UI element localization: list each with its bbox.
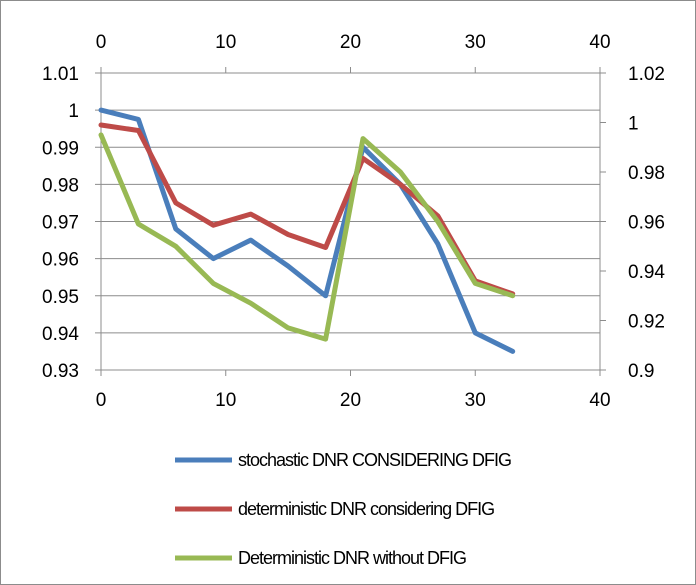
- y-tick-label-left: 0.98: [42, 175, 79, 196]
- x-tick-label-top: 40: [589, 32, 610, 53]
- legend-label-1: stochastic DNR CONSIDERING DFIG: [238, 450, 511, 470]
- x-tick-label-bottom: 20: [340, 390, 361, 411]
- y-tick-label-left: 0.94: [42, 324, 79, 345]
- y-tick-label-left: 0.99: [42, 138, 79, 159]
- y-tick-label-right: 0.9: [628, 361, 654, 382]
- y-tick-label-right: 1: [628, 114, 639, 135]
- y-tick-label-left: 0.95: [42, 287, 79, 308]
- y-tick-label-right: 1.02: [628, 64, 665, 85]
- y-tick-label-left: 1: [68, 101, 79, 122]
- y-tick-label-right: 0.98: [628, 163, 665, 184]
- series-line-3: [98, 132, 516, 342]
- y-tick-label-left: 1.01: [42, 64, 79, 85]
- y-tick-label-left: 0.97: [42, 213, 79, 234]
- series-line-1: [98, 107, 516, 354]
- x-tick-label-bottom: 10: [215, 390, 236, 411]
- x-tick-label-bottom: 0: [96, 390, 107, 411]
- tick-labels: 0 10 20 30 40 0 10 20 30 40 0.93 0.94 0.95 0.96 0.97 0.…: [42, 32, 665, 411]
- series-line-2: [98, 122, 516, 297]
- x-tick-label-bottom: 40: [589, 390, 610, 411]
- x-tick-label-top: 10: [215, 32, 236, 53]
- x-tick-label-top: 20: [340, 32, 361, 53]
- y-tick-label-left: 0.96: [42, 250, 79, 271]
- series-lines: [98, 107, 516, 354]
- y-tick-label-right: 0.92: [628, 312, 665, 333]
- legend-label-2: deterministic DNR considering DFIG: [238, 499, 494, 519]
- legend: stochastic DNR CONSIDERING DFIG determini…: [175, 450, 512, 568]
- y-tick-label-left: 0.93: [42, 361, 79, 382]
- x-tick-label-top: 0: [96, 32, 107, 53]
- legend-label-3: Deterministic DNR without DFIG: [238, 548, 466, 568]
- x-tick-label-top: 30: [465, 32, 486, 53]
- y-tick-label-right: 0.94: [628, 262, 665, 283]
- y-tick-label-right: 0.96: [628, 213, 665, 234]
- x-tick-label-bottom: 30: [465, 390, 486, 411]
